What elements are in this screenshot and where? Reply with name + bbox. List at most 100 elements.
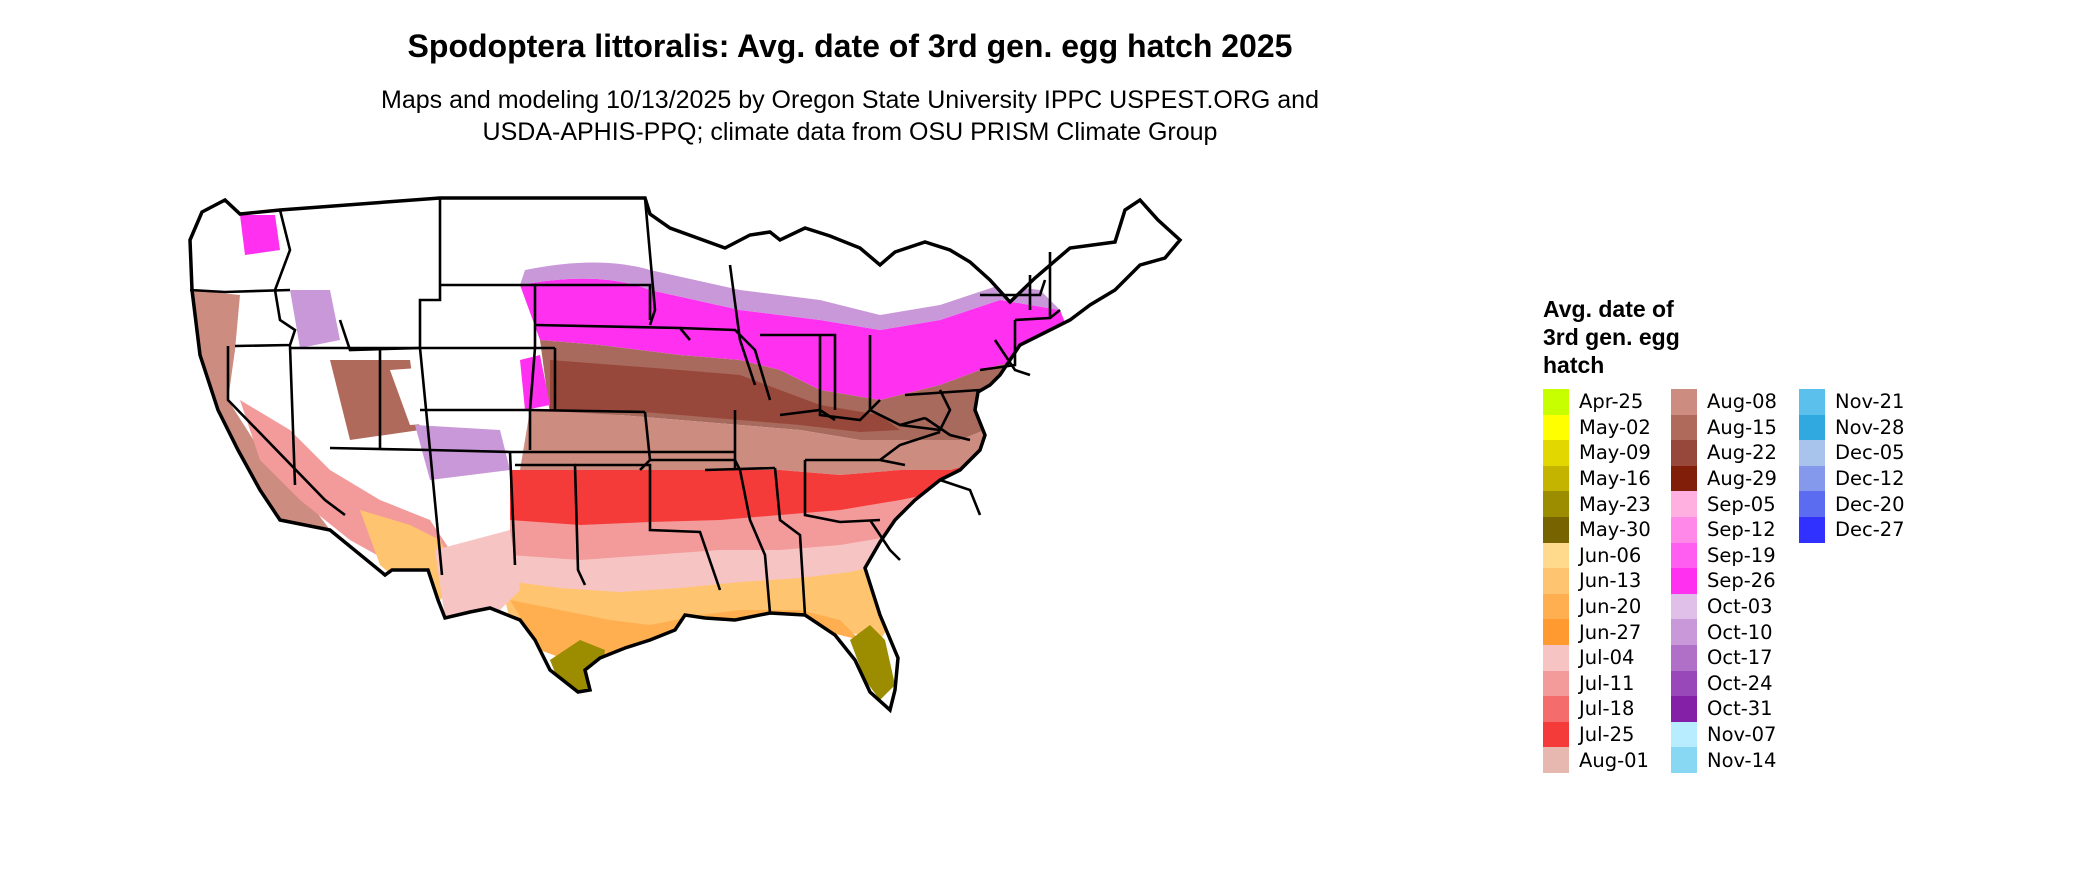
legend-label: Nov-21 xyxy=(1835,390,1905,414)
legend-swatch xyxy=(1671,593,1697,620)
map-subtitle: Maps and modeling 10/13/2025 by Oregon S… xyxy=(0,84,1700,148)
legend-label: May-09 xyxy=(1579,441,1651,465)
band-may-23-florida xyxy=(850,625,895,700)
legend-item: Nov-07 xyxy=(1671,721,1799,748)
legend-swatch xyxy=(1543,491,1569,517)
legend-item: Jun-13 xyxy=(1543,568,1671,594)
legend-item: Sep-19 xyxy=(1671,542,1799,569)
legend-label: May-16 xyxy=(1579,467,1651,491)
legend-item: Jul-11 xyxy=(1543,670,1671,697)
legend-label: Dec-12 xyxy=(1835,467,1905,491)
legend-item: Aug-29 xyxy=(1671,465,1799,492)
legend-item: Aug-22 xyxy=(1671,440,1799,466)
legend-label: Nov-14 xyxy=(1707,748,1777,772)
legend-item: Jul-18 xyxy=(1543,696,1671,722)
legend-label: Jun-27 xyxy=(1579,620,1642,644)
patch-washington-magenta xyxy=(240,215,280,255)
legend-item: Oct-24 xyxy=(1671,670,1799,697)
legend-label: Jun-13 xyxy=(1579,569,1642,593)
legend-label: Dec-20 xyxy=(1835,492,1905,516)
band-jul-25 xyxy=(510,460,990,535)
legend-swatch xyxy=(1799,491,1825,517)
band-sep-26 xyxy=(520,278,1080,400)
legend-label: Oct-03 xyxy=(1707,595,1773,619)
legend-column: Apr-25 May-02 May-09 May-16 May-23 May-30 Jun-… xyxy=(1543,389,1671,773)
legend-item: Sep-05 xyxy=(1671,491,1799,517)
legend-swatch xyxy=(1543,747,1569,773)
legend-swatch xyxy=(1671,465,1697,492)
legend-label: Nov-28 xyxy=(1835,415,1905,439)
legend-item: Aug-08 xyxy=(1671,389,1799,415)
legend-swatch xyxy=(1671,644,1697,671)
legend-swatch xyxy=(1543,670,1569,697)
legend-swatch xyxy=(1543,542,1569,569)
band-oct-10 xyxy=(520,262,1060,330)
legend-item: Nov-28 xyxy=(1799,414,1927,441)
legend-label: Dec-05 xyxy=(1835,441,1905,465)
legend-label: Aug-08 xyxy=(1707,390,1777,414)
legend-swatch xyxy=(1799,465,1825,492)
legend-item: Dec-20 xyxy=(1799,491,1927,517)
band-arizona-orange xyxy=(360,510,460,600)
legend-label: Sep-12 xyxy=(1707,518,1776,542)
legend-swatch xyxy=(1543,593,1569,620)
legend-item: Nov-21 xyxy=(1799,389,1927,415)
legend-swatch xyxy=(1543,644,1569,671)
legend-item: Jun-20 xyxy=(1543,593,1671,620)
legend-label: Aug-15 xyxy=(1707,415,1777,439)
legend-swatch xyxy=(1671,440,1697,466)
legend-label: Aug-22 xyxy=(1707,441,1777,465)
legend-label: Nov-07 xyxy=(1707,723,1777,747)
patch-colorado-magenta xyxy=(520,355,550,410)
legend-swatch xyxy=(1543,696,1569,722)
legend-swatch xyxy=(1671,542,1697,569)
band-west-coast xyxy=(190,290,330,530)
legend-label: Aug-29 xyxy=(1707,467,1777,491)
legend-label: May-30 xyxy=(1579,518,1651,542)
legend-swatch xyxy=(1671,389,1697,415)
legend-label: Sep-19 xyxy=(1707,543,1776,567)
legend-label: Jul-18 xyxy=(1579,697,1635,721)
legend-label: Jun-06 xyxy=(1579,543,1642,567)
legend-item: Aug-01 xyxy=(1543,747,1671,773)
legend-label: Aug-01 xyxy=(1579,748,1649,772)
legend-swatch xyxy=(1543,516,1569,543)
legend-swatch xyxy=(1543,568,1569,594)
legend-swatch xyxy=(1543,389,1569,415)
legend-swatch xyxy=(1543,619,1569,645)
legend-label: Apr-25 xyxy=(1579,390,1644,414)
band-aug-08 xyxy=(520,400,1050,475)
legend-swatch xyxy=(1543,721,1569,748)
legend-label: Oct-31 xyxy=(1707,697,1773,721)
legend-swatch xyxy=(1671,516,1697,543)
legend-swatch xyxy=(1799,414,1825,441)
legend-title-line-3: hatch xyxy=(1543,352,1605,378)
legend-item: Sep-26 xyxy=(1671,568,1799,594)
legend-item: Aug-15 xyxy=(1671,414,1799,441)
legend-item: May-09 xyxy=(1543,440,1671,466)
legend-label: May-23 xyxy=(1579,492,1651,516)
map-title: Spodoptera littoralis: Avg. date of 3rd … xyxy=(407,28,1293,64)
legend-item: May-30 xyxy=(1543,516,1671,543)
legend-item: Oct-17 xyxy=(1671,644,1799,671)
legend-swatch xyxy=(1671,619,1697,645)
legend-item: Jun-27 xyxy=(1543,619,1671,645)
band-new-mexico xyxy=(435,530,520,618)
legend-item: May-16 xyxy=(1543,465,1671,492)
legend-item: Oct-03 xyxy=(1671,593,1799,620)
legend-label: Jul-11 xyxy=(1579,671,1635,695)
legend-title: Avg. date of 3rd gen. egg hatch xyxy=(1543,295,1743,379)
legend-column: Nov-21 Nov-28 Dec-05 Dec-12 Dec-20 Dec-27 xyxy=(1799,389,1927,773)
legend-swatch xyxy=(1543,465,1569,492)
legend-item: May-23 xyxy=(1543,491,1671,517)
legend-label: Jul-25 xyxy=(1579,723,1635,747)
legend-label: Jun-20 xyxy=(1579,595,1642,619)
legend-label: Oct-10 xyxy=(1707,620,1773,644)
legend-item: Jun-06 xyxy=(1543,542,1671,569)
hatch-date-bands xyxy=(190,198,1180,710)
legend-title-line-1: Avg. date of xyxy=(1543,296,1674,322)
legend-swatch xyxy=(1671,721,1697,748)
subtitle-line-2: USDA-APHIS-PPQ; climate data from OSU PR… xyxy=(482,118,1218,146)
patch-four-corners-lilac xyxy=(415,425,510,480)
legend-swatch xyxy=(1671,414,1697,441)
